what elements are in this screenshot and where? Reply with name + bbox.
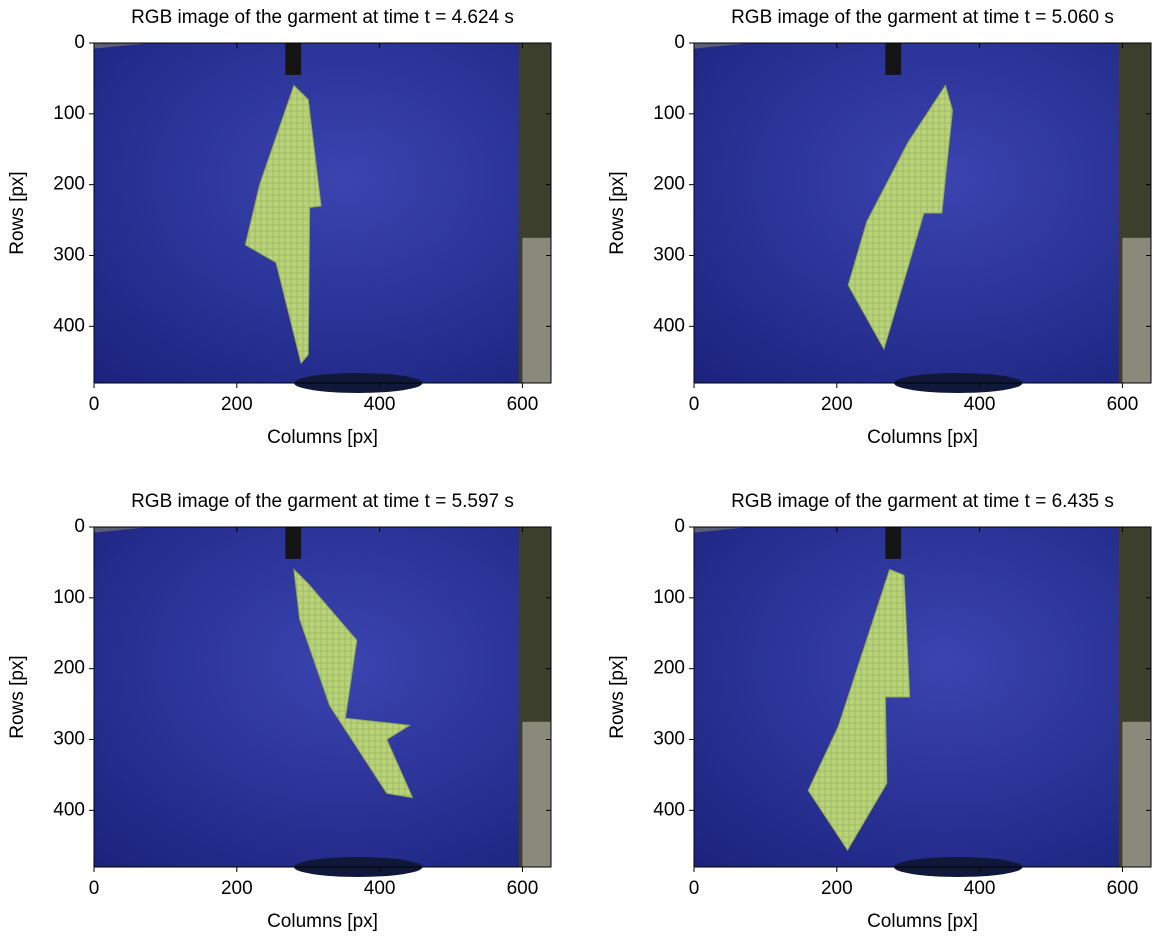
x-tick-label: 0	[689, 878, 700, 899]
image	[694, 43, 1151, 393]
chart-title: RGB image of the garment at time t = 6.4…	[731, 491, 1114, 512]
image	[94, 527, 551, 877]
gripper	[885, 43, 901, 75]
x-tick-label: 400	[364, 878, 396, 899]
side-panel	[522, 238, 551, 383]
y-tick-label: 100	[653, 587, 685, 608]
y-tick-label: 200	[53, 174, 85, 195]
y-tick-label: 400	[653, 799, 685, 820]
y-tick-label: 100	[53, 103, 85, 124]
side-panel	[1122, 722, 1151, 867]
x-tick-label: 400	[964, 394, 996, 415]
side-panel	[522, 722, 551, 867]
y-tick-label: 200	[53, 658, 85, 679]
y-tick-label: 200	[653, 658, 685, 679]
backdrop	[694, 527, 1151, 867]
x-axis-label: Columns [px]	[867, 911, 978, 932]
gripper	[885, 527, 901, 559]
figure: 0 200 400 600 0 100 200 300 400 RGB image of the …	[0, 0, 1165, 940]
image	[94, 43, 551, 393]
backdrop	[94, 43, 551, 383]
backdrop	[94, 527, 551, 867]
x-tick-label: 0	[89, 394, 100, 415]
chart-title: RGB image of the garment at time t = 5.5…	[131, 491, 514, 512]
y-axis-label: Rows [px]	[7, 655, 28, 738]
x-axis-label: Columns [px]	[267, 911, 378, 932]
y-tick-label: 0	[674, 516, 685, 537]
y-tick-label: 0	[674, 32, 685, 53]
y-tick-label: 300	[53, 729, 85, 750]
subplot: 0 200 400 600 0 100 200 300 400 RGB image of the …	[607, 7, 1151, 448]
x-tick-label: 400	[964, 878, 996, 899]
x-tick-label: 600	[507, 878, 539, 899]
y-tick-label: 0	[74, 32, 85, 53]
y-tick-label: 0	[74, 516, 85, 537]
x-tick-label: 200	[221, 878, 253, 899]
y-tick-label: 300	[53, 245, 85, 266]
x-tick-label: 200	[821, 878, 853, 899]
x-axis-label: Columns [px]	[867, 427, 978, 448]
x-tick-label: 600	[1107, 394, 1139, 415]
y-tick-label: 300	[653, 729, 685, 750]
x-tick-label: 600	[507, 394, 539, 415]
y-tick-label: 400	[53, 315, 85, 336]
x-axis-label: Columns [px]	[267, 427, 378, 448]
y-tick-label: 300	[653, 245, 685, 266]
x-tick-label: 600	[1107, 878, 1139, 899]
side-panel	[1122, 238, 1151, 383]
y-tick-label: 200	[653, 174, 685, 195]
y-tick-label: 400	[53, 799, 85, 820]
y-tick-label: 100	[53, 587, 85, 608]
y-axis-label: Rows [px]	[607, 655, 628, 738]
y-tick-label: 100	[653, 103, 685, 124]
y-axis-label: Rows [px]	[607, 171, 628, 254]
x-tick-label: 200	[221, 394, 253, 415]
y-tick-label: 400	[653, 315, 685, 336]
gripper	[285, 527, 301, 559]
x-tick-label: 400	[364, 394, 396, 415]
subplot: 0 200 400 600 0 100 200 300 400 RGB image of the …	[7, 491, 551, 932]
x-tick-label: 0	[89, 878, 100, 899]
subplot: 0 200 400 600 0 100 200 300 400 RGB image of the …	[607, 491, 1151, 932]
y-axis-label: Rows [px]	[7, 171, 28, 254]
x-tick-label: 0	[689, 394, 700, 415]
chart-title: RGB image of the garment at time t = 5.0…	[731, 7, 1114, 28]
chart-title: RGB image of the garment at time t = 4.6…	[131, 7, 514, 28]
gripper	[285, 43, 301, 75]
x-tick-label: 200	[821, 394, 853, 415]
subplot: 0 200 400 600 0 100 200 300 400 RGB image of the …	[7, 7, 551, 448]
image	[694, 527, 1151, 877]
